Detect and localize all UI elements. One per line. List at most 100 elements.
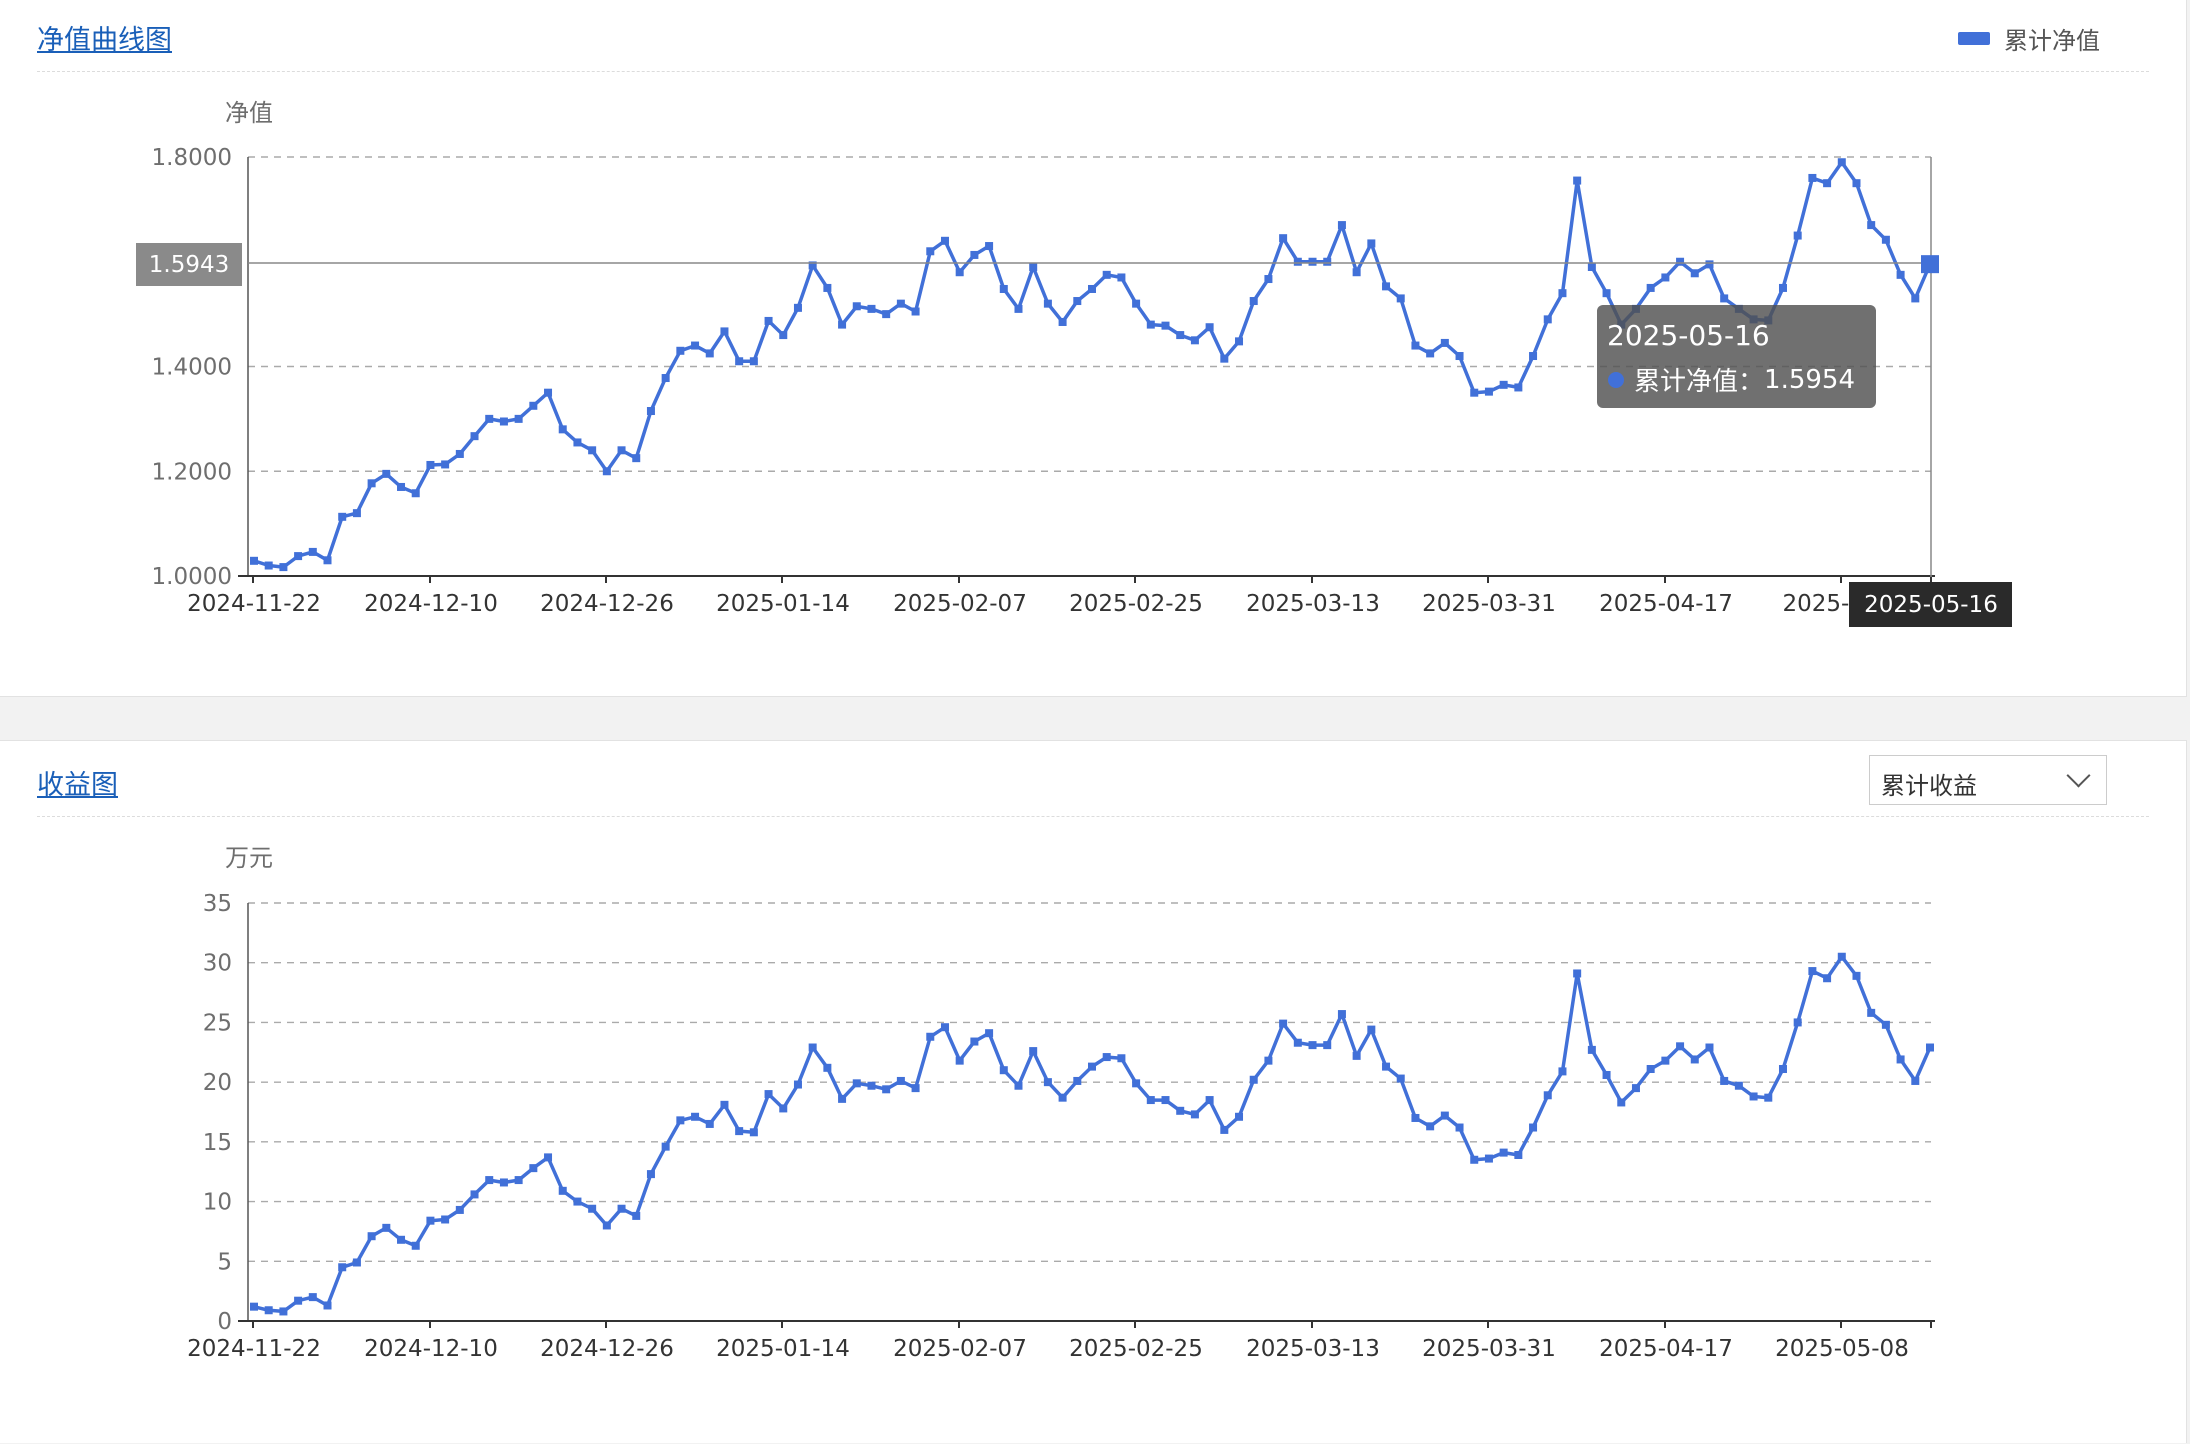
data-point xyxy=(573,1197,582,1206)
series-dot-icon xyxy=(1608,371,1624,388)
data-point xyxy=(1499,380,1508,389)
profit-line-chart[interactable]: 2024-11-22 2024-12-10 2024-12-26 2025-01-14… xyxy=(0,741,2186,1443)
data-point xyxy=(514,414,523,423)
data-point xyxy=(529,401,538,410)
data-point xyxy=(955,1056,964,1065)
data-point xyxy=(1602,289,1611,298)
x-tick-label: 2025-02-07 xyxy=(893,591,1027,617)
data-point xyxy=(926,1032,935,1041)
profit-chart-panel: 收益图 累计收益 2024-11-22 2024-12-10 2024-12-26 2… xyxy=(0,740,2187,1443)
x-tick-label: 2025-03-31 xyxy=(1422,1336,1556,1362)
data-point xyxy=(1235,337,1244,346)
data-point xyxy=(632,454,641,463)
x-tick-label: 2025-02-25 xyxy=(1069,591,1203,617)
data-point xyxy=(588,446,597,455)
data-point xyxy=(544,388,553,397)
data-point xyxy=(720,327,729,336)
y-tick-label: 0 xyxy=(217,1309,232,1335)
nav-chart-legend[interactable]: 累计净值 xyxy=(1958,22,2100,55)
data-point xyxy=(691,1112,700,1121)
data-point xyxy=(882,1085,891,1094)
x-tick-label: 2025-04-17 xyxy=(1599,591,1733,617)
data-point xyxy=(1852,179,1861,188)
data-point xyxy=(1573,176,1582,185)
data-point xyxy=(1029,262,1038,271)
data-point xyxy=(338,1263,347,1272)
data-point xyxy=(1646,1065,1655,1074)
y-tick-label: 15 xyxy=(203,1130,232,1156)
data-point xyxy=(617,446,626,455)
data-point xyxy=(1676,257,1685,266)
data-point xyxy=(1382,1062,1391,1071)
data-point xyxy=(279,1307,288,1316)
data-point xyxy=(1205,1096,1214,1105)
y-tick-label: 1.0000 xyxy=(152,564,232,590)
data-point xyxy=(1661,1056,1670,1065)
data-point xyxy=(1778,283,1787,292)
data-point xyxy=(1646,283,1655,292)
profit-chart-title[interactable]: 收益图 xyxy=(37,770,118,801)
data-point xyxy=(1587,262,1596,271)
data-point xyxy=(1161,1096,1170,1105)
data-point xyxy=(646,407,655,416)
data-point xyxy=(1911,294,1920,303)
data-point xyxy=(1337,1010,1346,1019)
x-tick-label: 2024-12-26 xyxy=(540,591,674,617)
data-point xyxy=(602,1221,611,1230)
data-point xyxy=(1911,1076,1920,1085)
data-point xyxy=(764,1090,773,1099)
x-tick-label: 2024-11-22 xyxy=(187,1336,321,1362)
data-point xyxy=(793,303,802,312)
data-point xyxy=(1543,1091,1552,1100)
data-point xyxy=(1161,321,1170,330)
data-point xyxy=(323,556,332,565)
data-point xyxy=(1146,1096,1155,1105)
data-point xyxy=(926,247,935,256)
tooltip-separator: ： xyxy=(1738,367,1765,397)
data-point xyxy=(896,299,905,308)
tooltip-date: 2025-05-16 xyxy=(1607,319,1770,352)
data-point xyxy=(1881,1020,1890,1029)
y-tick-label: 35 xyxy=(203,891,232,917)
data-point xyxy=(808,261,817,270)
data-point xyxy=(602,467,611,476)
nav-line-chart[interactable]: 2024-11-22 2024-12-10 2024-12-26 2025-01-14… xyxy=(0,0,2186,696)
data-point xyxy=(558,1186,567,1195)
data-point xyxy=(441,460,450,469)
data-point xyxy=(1073,1076,1082,1085)
data-point xyxy=(1205,323,1214,332)
data-point xyxy=(985,242,994,251)
data-point xyxy=(1690,269,1699,278)
y-tick-label: 20 xyxy=(203,1070,232,1096)
data-point xyxy=(1088,284,1096,293)
data-point xyxy=(514,1176,523,1185)
data-point xyxy=(1058,317,1067,326)
panel-divider xyxy=(37,71,2149,72)
data-point xyxy=(823,1063,832,1072)
data-point xyxy=(940,1023,949,1032)
data-point xyxy=(1676,1042,1685,1051)
data-point xyxy=(1043,299,1052,308)
x-tick-label: 2024-12-10 xyxy=(364,1336,498,1362)
data-point xyxy=(970,1037,979,1046)
profit-type-select[interactable]: 累计收益 xyxy=(1869,755,2107,805)
data-point xyxy=(367,479,376,488)
data-point xyxy=(779,1104,788,1113)
data-point xyxy=(764,316,773,325)
data-point xyxy=(1470,388,1479,397)
x-tick-label: 2024-11-22 xyxy=(187,591,321,617)
data-point xyxy=(294,1296,303,1305)
data-point xyxy=(1279,234,1288,243)
data-point xyxy=(1411,341,1420,350)
data-point xyxy=(999,284,1008,293)
data-point xyxy=(1132,299,1141,308)
y-axis-unit-label: 万元 xyxy=(225,844,273,872)
data-point xyxy=(1014,1081,1023,1090)
data-point xyxy=(1705,260,1714,269)
data-point xyxy=(1029,1047,1038,1056)
nav-chart-title[interactable]: 净值曲线图 xyxy=(37,25,172,56)
data-point xyxy=(426,1216,435,1225)
data-point xyxy=(1734,1081,1743,1090)
y-tick-label: 30 xyxy=(203,951,232,977)
data-point xyxy=(1308,1041,1317,1050)
